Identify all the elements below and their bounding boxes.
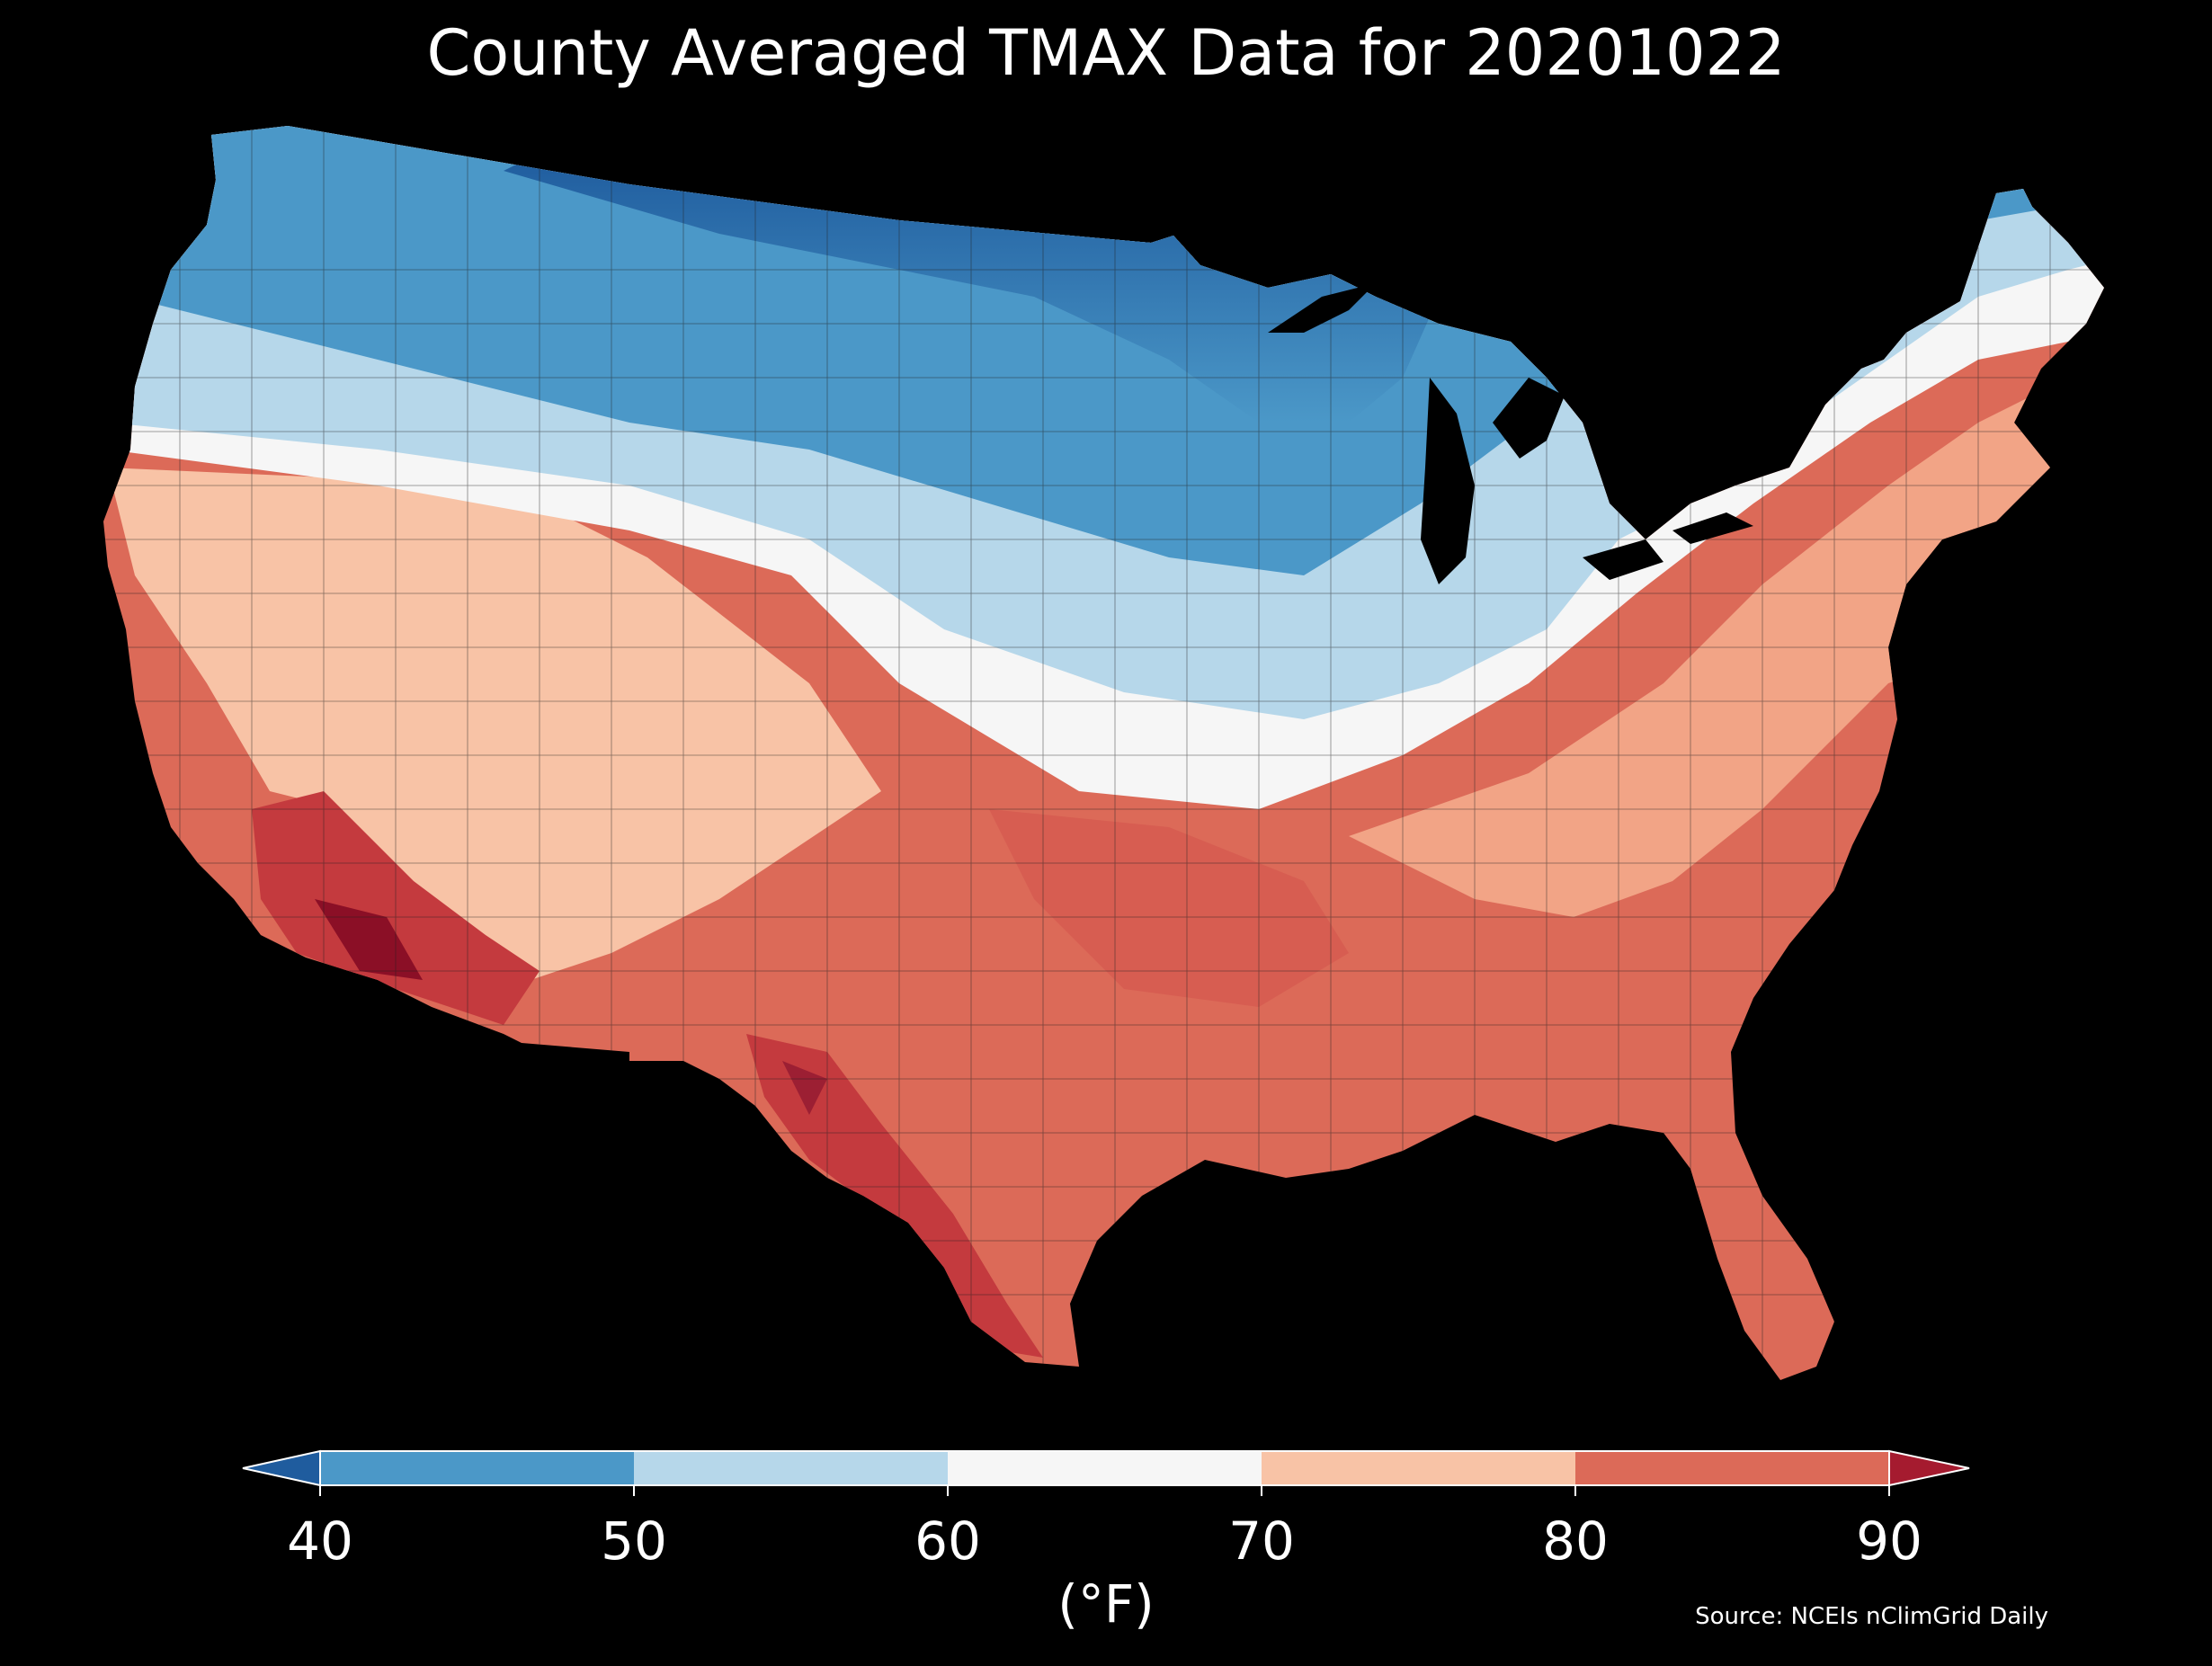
region-fill-70-80-east (1349, 360, 2104, 917)
region-fill-above-90-tx (782, 1061, 827, 1115)
colorbar-outline (319, 1450, 1890, 1486)
colorbar-bin-70-80 (1262, 1451, 1575, 1485)
colorbar-unit-label: (°F) (1057, 1573, 1155, 1635)
source-credit: Source: NCEIs nClimGrid Daily (1695, 1603, 2048, 1630)
colorbar-tick-label: 90 (1856, 1510, 1922, 1572)
colorbar-tick-label: 50 (601, 1510, 667, 1572)
colorbar-bin-below-40 (242, 1449, 321, 1487)
region-fill-70-80-west (108, 468, 881, 989)
colorbar-bin-50-60 (634, 1451, 948, 1485)
colorbar-tick-label: 70 (1228, 1510, 1295, 1572)
colorbar-bin-80-90 (1575, 1451, 1889, 1485)
colorbar-tick-label: 40 (287, 1510, 353, 1572)
map-title: County Averaged TMAX Data for 20201022 (426, 16, 1786, 90)
colorbar-tick-label: 60 (914, 1510, 981, 1572)
great-lakes (1268, 283, 1753, 584)
region-fill-80-90-texas (746, 1034, 1043, 1358)
region-fill-below-40 (504, 153, 1439, 423)
colorbar-bin-60-70 (948, 1451, 1262, 1485)
colorbar-tick-label: 80 (1542, 1510, 1609, 1572)
colorbar-bin-above-90 (1888, 1449, 1970, 1487)
colorbar-ticks (319, 1485, 1890, 1496)
colorbar-bin-40-50 (320, 1451, 634, 1485)
colorbar (242, 1449, 1970, 1496)
